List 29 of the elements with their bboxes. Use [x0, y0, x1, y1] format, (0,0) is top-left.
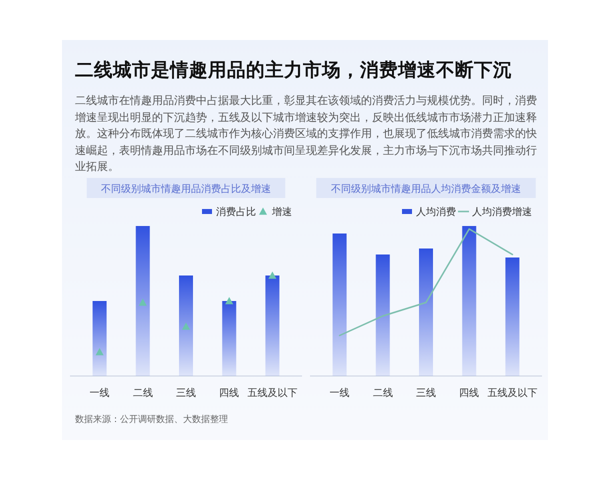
- x-tick-label: 二线: [372, 387, 393, 399]
- chart-title: 不同级别城市情趣用品消费占比及增速: [101, 183, 271, 195]
- x-tick-label: 五线及以下: [487, 387, 538, 399]
- legend-label: 人均消费: [416, 206, 456, 218]
- bar: [419, 248, 433, 376]
- bar: [462, 226, 476, 376]
- legend-label: 消费占比: [216, 206, 256, 218]
- bar: [505, 258, 520, 376]
- point: [96, 348, 104, 356]
- point: [268, 272, 276, 279]
- point: [225, 297, 234, 304]
- x-tick-label: 四线: [459, 387, 480, 399]
- text: 二线城市在情趣用品消费中占据最大比重，彰显其在该领域的消费活力与规模优势。同时，消费增速呈现出明显的下沉趋势，五线及以下城市增速较为突出，反映出低线城市市场潜力正加速释放。这种分布既体现了二线城市作为核心消费区域的支撑作用，也展现了低线城市消费需求的快速崛起，表明情趣用品市场在不同级别城市间呈现差异化发展，主力市场与下沉市场共同推动行业拓展。: [75, 93, 537, 175]
- text: 二线城市是情趣用品的主力市场，消费增速不断下沉: [75, 58, 513, 83]
- x-tick-label: 三线: [416, 387, 436, 399]
- source-note: 数据来源：公开调研数据、大数据整理: [75, 414, 228, 426]
- x-tick-label: 三线: [176, 387, 196, 399]
- point: [182, 322, 190, 330]
- x-tick-label: 二线: [132, 387, 153, 399]
- x-tick-label: 一线: [90, 387, 110, 399]
- bar: [332, 234, 347, 376]
- chart-title: 不同级别城市情趣用品人均消费金额及增速: [331, 183, 521, 195]
- x-tick-label: 四线: [219, 387, 240, 399]
- point: [138, 298, 147, 306]
- legend-label: 人均消费增速: [472, 206, 532, 218]
- bar: [376, 254, 390, 376]
- legend-label: 增速: [271, 206, 292, 218]
- x-tick-label: 五线及以下: [247, 387, 298, 399]
- x-tick-label: 一线: [330, 387, 350, 399]
